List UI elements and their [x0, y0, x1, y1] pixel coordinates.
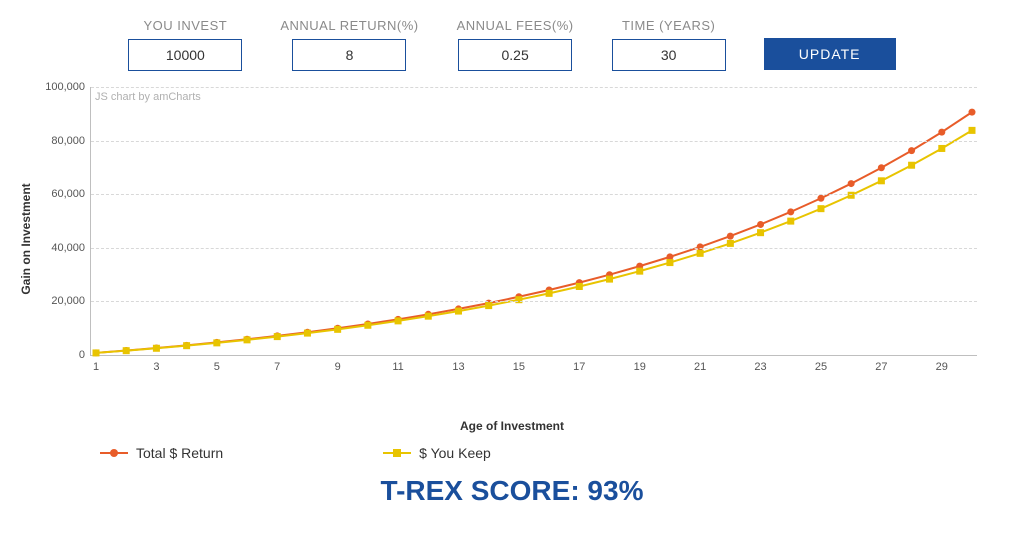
- y-axis-title: Gain on Investment: [19, 183, 33, 294]
- y-tick-label: 100,000: [41, 81, 85, 93]
- x-tick-label: 27: [875, 361, 887, 373]
- label-return: ANNUAL RETURN(%): [280, 18, 418, 33]
- legend-item-you-keep[interactable]: $ You Keep: [383, 445, 491, 461]
- field-time: TIME (YEARS): [612, 18, 726, 71]
- square-marker-icon: [393, 449, 401, 457]
- legend-swatch-1: [383, 452, 411, 454]
- plot-area: JS chart by amCharts 020,00040,00060,000…: [90, 87, 977, 356]
- y-tick-label: 20,000: [41, 295, 85, 307]
- circle-marker-icon: [110, 449, 118, 457]
- x-tick-label: 11: [392, 361, 403, 373]
- y-tick-label: 60,000: [41, 188, 85, 200]
- x-tick-label: 25: [815, 361, 827, 373]
- x-tick-label: 1: [93, 361, 99, 373]
- input-time[interactable]: [612, 39, 726, 71]
- calculator-inputs: YOU INVEST ANNUAL RETURN(%) ANNUAL FEES(…: [0, 0, 1024, 79]
- y-tick-label: 80,000: [41, 135, 85, 147]
- update-button[interactable]: UPDATE: [764, 38, 896, 70]
- x-tick-label: 23: [754, 361, 766, 373]
- x-tick-label: 3: [153, 361, 159, 373]
- label-fees: ANNUAL FEES(%): [457, 18, 574, 33]
- x-tick-label: 7: [274, 361, 280, 373]
- field-fees: ANNUAL FEES(%): [457, 18, 574, 71]
- legend: Total $ Return $ You Keep: [0, 445, 1024, 461]
- legend-label-0: Total $ Return: [136, 445, 223, 461]
- y-tick-label: 0: [41, 349, 85, 361]
- input-return[interactable]: [292, 39, 406, 71]
- input-invest[interactable]: [128, 39, 242, 71]
- x-tick-label: 17: [573, 361, 585, 373]
- x-tick-label: 5: [214, 361, 220, 373]
- field-invest: YOU INVEST: [128, 18, 242, 71]
- x-tick-label: 29: [936, 361, 948, 373]
- chart: Gain on Investment JS chart by amCharts …: [32, 79, 992, 399]
- legend-swatch-0: [100, 452, 128, 454]
- x-tick-label: 13: [452, 361, 464, 373]
- trex-score: T-REX SCORE: 93%: [0, 475, 1024, 507]
- label-invest: YOU INVEST: [143, 18, 227, 33]
- field-return: ANNUAL RETURN(%): [280, 18, 418, 71]
- y-tick-label: 40,000: [41, 242, 85, 254]
- x-axis-title: Age of Investment: [460, 419, 564, 433]
- x-tick-label: 9: [335, 361, 341, 373]
- legend-item-total-return[interactable]: Total $ Return: [100, 445, 223, 461]
- x-tick-label: 15: [513, 361, 525, 373]
- x-tick-label: 19: [634, 361, 646, 373]
- x-tick-label: 21: [694, 361, 706, 373]
- input-fees[interactable]: [458, 39, 572, 71]
- chart-svg: [91, 87, 977, 355]
- legend-label-1: $ You Keep: [419, 445, 491, 461]
- label-time: TIME (YEARS): [622, 18, 715, 33]
